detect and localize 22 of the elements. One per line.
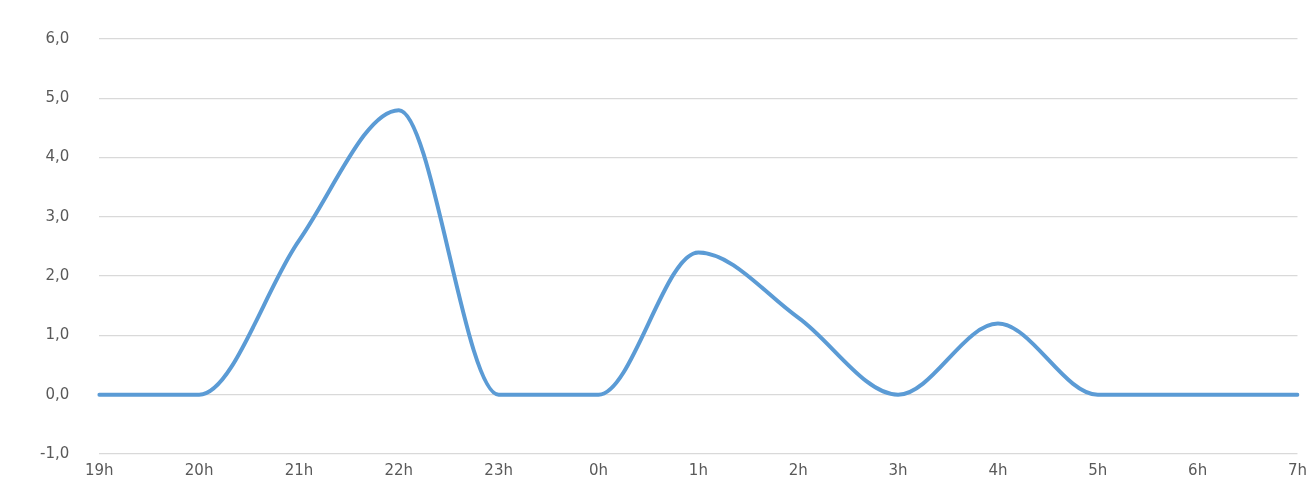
y-tick-label: 1,0 bbox=[45, 325, 70, 344]
line-series bbox=[97, 108, 1300, 397]
x-tick-label: 0h bbox=[588, 460, 609, 479]
x-tick-label: 20h bbox=[184, 460, 214, 479]
y-tick-label: -1,0 bbox=[39, 443, 70, 462]
x-tick-label: 1h bbox=[688, 460, 708, 479]
y-tick-label: 5,0 bbox=[45, 88, 70, 107]
x-tick-label: 2h bbox=[788, 460, 808, 479]
y-tick-label: 2,0 bbox=[45, 266, 70, 285]
y-tick-label: 3,0 bbox=[45, 206, 70, 225]
y-tick-label: 6,0 bbox=[45, 28, 70, 47]
x-tick-label: 3h bbox=[888, 460, 908, 479]
x-tick-label: 21h bbox=[284, 460, 314, 479]
x-tick-label: 4h bbox=[988, 460, 1008, 479]
x-tick-label: 7h bbox=[1287, 460, 1308, 479]
x-tick-label: 6h bbox=[1188, 460, 1208, 479]
x-tick-label: 23h bbox=[484, 460, 513, 479]
x-tick-label: 22h bbox=[384, 460, 414, 479]
x-tick-label: 5h bbox=[1088, 460, 1108, 479]
x-tick-label: 19h bbox=[84, 460, 114, 479]
y-tick-label: 0,0 bbox=[45, 384, 70, 403]
y-tick-label: 4,0 bbox=[45, 147, 70, 166]
